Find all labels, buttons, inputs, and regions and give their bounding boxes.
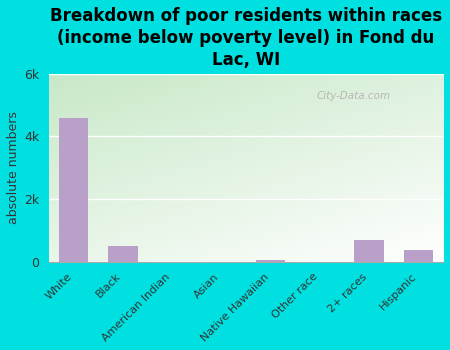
Bar <box>355 240 384 262</box>
Bar <box>404 250 433 262</box>
Bar <box>59 118 88 262</box>
Bar <box>108 246 138 262</box>
Title: Breakdown of poor residents within races
(income below poverty level) in Fond du: Breakdown of poor residents within races… <box>50 7 442 69</box>
Bar <box>256 260 285 262</box>
Text: City-Data.com: City-Data.com <box>317 91 391 101</box>
Y-axis label: absolute numbers: absolute numbers <box>7 111 20 224</box>
